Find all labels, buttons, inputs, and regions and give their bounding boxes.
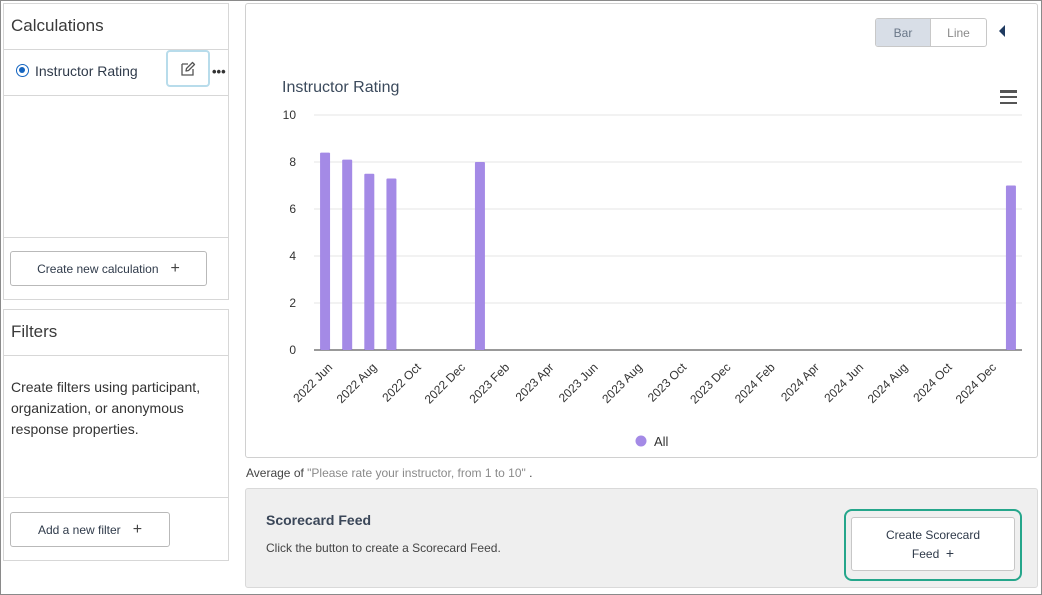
bar — [342, 159, 353, 350]
scorecard-description: Click the button to create a Scorecard F… — [266, 541, 501, 555]
chart-card: Bar Line Instructor Rating 0 2 4 6 8 10 2022 J… — [245, 3, 1038, 458]
add-filter-button[interactable]: Add a new filter + — [10, 512, 170, 547]
x-tick-label: 2023 Apr — [513, 360, 557, 404]
x-tick-label: 2022 Dec — [422, 360, 468, 406]
collapse-left-icon[interactable] — [999, 25, 1005, 37]
x-tick-label: 2022 Oct — [379, 360, 424, 405]
divider — [4, 237, 228, 238]
average-question: "Please rate your instructor, from 1 to … — [307, 466, 526, 480]
average-prefix: Average of — [246, 466, 308, 480]
hamburger-menu-icon[interactable] — [1000, 90, 1017, 104]
y-tick-label: 4 — [289, 249, 296, 263]
filters-panel: Filters Create filters using participant… — [3, 309, 229, 561]
add-filter-label: Add a new filter — [37, 522, 121, 537]
x-tick-label: 2024 Feb — [732, 360, 778, 406]
scorecard-feed-section: Scorecard Feed Click the button to creat… — [245, 488, 1038, 588]
plus-icon: + — [945, 545, 955, 561]
y-tick-label: 0 — [289, 343, 296, 357]
y-tick-label: 10 — [283, 108, 297, 122]
bar — [320, 152, 331, 350]
x-tick-label: 2024 Aug — [865, 360, 911, 406]
calculations-panel: Calculations Instructor Rating ••• Creat… — [3, 3, 229, 300]
average-suffix: . — [525, 466, 533, 480]
x-tick-label: 2023 Feb — [466, 360, 512, 406]
create-scorecard-button[interactable]: Create Scorecard Feed + — [851, 517, 1015, 571]
create-scorecard-label-line2: Feed + — [911, 545, 955, 561]
divider — [4, 497, 228, 498]
create-scorecard-label-line1: Create Scorecard — [885, 528, 981, 542]
chart-title: Instructor Rating — [282, 79, 400, 96]
x-tick-label: 2023 Oct — [645, 360, 690, 405]
bar — [474, 162, 485, 350]
legend-label: All — [654, 434, 669, 449]
more-options-button[interactable]: ••• — [212, 64, 226, 79]
x-tick-label: 2023 Dec — [687, 360, 733, 406]
edit-icon — [181, 61, 196, 76]
filters-description: Create filters using participant, organi… — [11, 379, 201, 437]
chart-type-toggle: Bar Line — [875, 18, 987, 47]
create-scorecard-focus-ring: Create Scorecard Feed + — [844, 509, 1022, 581]
create-calculation-button[interactable]: Create new calculation + — [10, 251, 207, 286]
y-tick-label: 8 — [289, 155, 296, 169]
x-tick-label: 2023 Jun — [556, 360, 601, 405]
calculation-item-instructor-rating[interactable]: Instructor Rating ••• — [4, 50, 228, 96]
line-toggle-button[interactable]: Line — [947, 25, 970, 40]
y-tick-label: 6 — [289, 202, 296, 216]
create-calculation-label: Create new calculation — [37, 261, 159, 276]
calculation-radio[interactable] — [16, 64, 29, 77]
x-tick-label: 2024 Oct — [910, 360, 955, 405]
bar-toggle-button[interactable]: Bar — [876, 19, 931, 46]
plus-icon: + — [170, 259, 180, 277]
calculations-title: Calculations — [4, 4, 228, 50]
edit-calculation-button[interactable] — [166, 50, 210, 87]
x-tick-label: 2024 Dec — [953, 360, 999, 406]
bar — [386, 178, 397, 350]
bar — [364, 173, 375, 350]
scorecard-title: Scorecard Feed — [266, 512, 372, 528]
x-tick-label: 2022 Aug — [334, 360, 380, 406]
x-tick-label: 2022 Jun — [290, 360, 335, 405]
x-tick-label: 2024 Apr — [778, 360, 822, 404]
y-tick-label: 2 — [289, 296, 296, 310]
x-tick-label: 2023 Aug — [599, 360, 645, 406]
calculation-label[interactable]: Instructor Rating — [35, 63, 138, 79]
filters-title: Filters — [4, 310, 228, 356]
x-tick-label: 2024 Jun — [821, 360, 866, 405]
legend-marker — [635, 435, 647, 447]
average-description: Average of "Please rate your instructor,… — [246, 466, 532, 480]
bar — [1005, 185, 1016, 350]
plus-icon: + — [132, 520, 143, 538]
